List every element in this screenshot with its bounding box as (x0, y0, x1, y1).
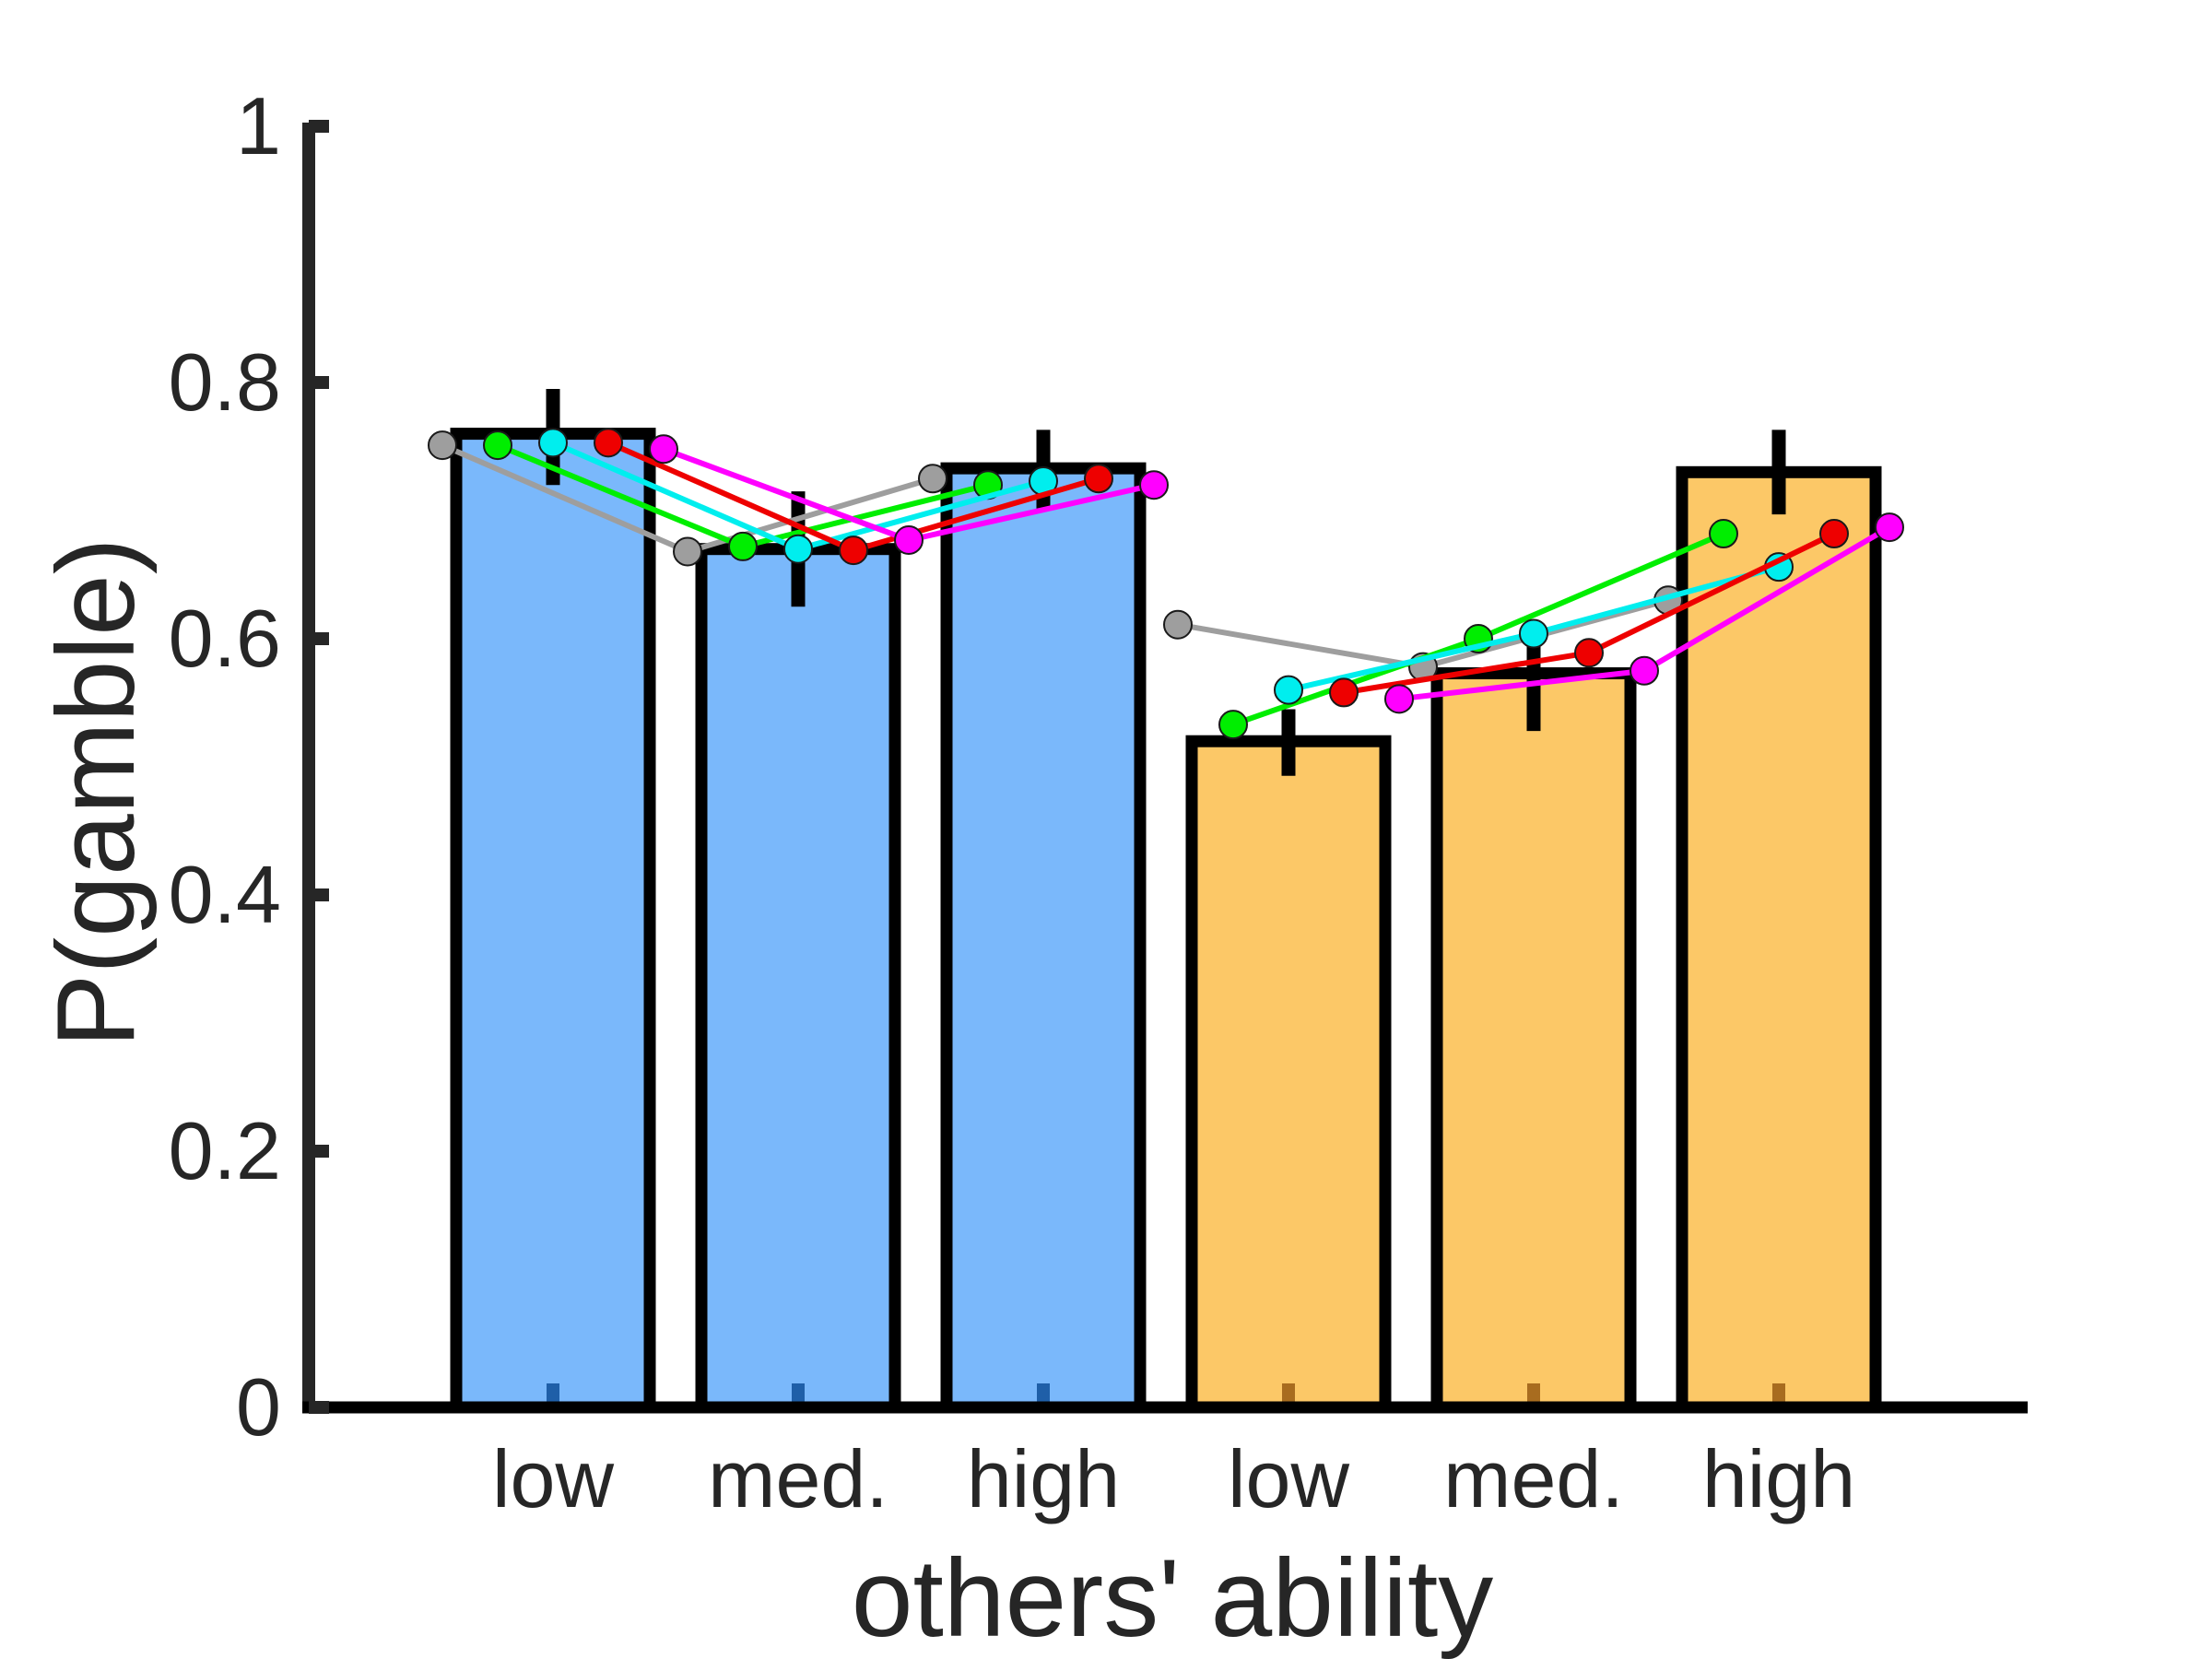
bar-base-marker (1527, 1383, 1540, 1402)
x-tick-label: high (1702, 1433, 1855, 1524)
y-tick-label: 0.4 (169, 849, 281, 940)
bar-base-marker (792, 1383, 805, 1402)
bar-base-marker (1772, 1383, 1785, 1402)
series-point (894, 524, 924, 555)
series-point (728, 531, 758, 561)
series-point (1218, 710, 1248, 740)
series-point (1384, 684, 1414, 714)
series-layer (428, 428, 1904, 740)
x-tick-label: high (967, 1433, 1120, 1524)
x-tick-label: low (492, 1433, 614, 1524)
x-axis-title: others' ability (852, 1536, 1494, 1659)
series-point (1574, 638, 1604, 668)
bar (1430, 667, 1637, 1414)
series-point (649, 434, 678, 465)
series-point (1519, 618, 1548, 649)
axes-layer: 0 0.2 0.4 0.6 0.8 1 low med. high low med. high (169, 80, 2028, 1524)
series-point (1084, 464, 1113, 494)
series-point (1630, 655, 1659, 686)
y-tick-label: 1 (236, 80, 281, 171)
series-point (1329, 677, 1359, 708)
x-tick-label: med. (1443, 1433, 1624, 1524)
bar (940, 462, 1147, 1414)
bars-layer (450, 428, 1882, 1414)
series-point (1163, 609, 1193, 640)
bar-base-marker (1282, 1383, 1295, 1402)
series-point (483, 430, 512, 461)
bar (1185, 735, 1392, 1414)
series-point (673, 536, 702, 567)
series-point (918, 464, 947, 494)
series-point (1274, 675, 1303, 705)
series-point (839, 535, 868, 566)
series-point (594, 428, 623, 458)
bar (1676, 465, 1882, 1414)
x-tick-label: med. (708, 1433, 888, 1524)
y-axis-title: P(gamble) (34, 537, 158, 1048)
series-point (1139, 470, 1169, 500)
series-point (538, 428, 568, 458)
y-tick-label: 0 (236, 1361, 281, 1453)
y-tick-label: 0.2 (169, 1105, 281, 1196)
bar-base-marker (1037, 1383, 1050, 1402)
series-point (783, 534, 813, 564)
y-tick-label: 0.8 (169, 336, 281, 428)
x-tick-label: low (1228, 1433, 1349, 1524)
series-point (428, 430, 457, 461)
bar (695, 543, 901, 1414)
series-point (1709, 519, 1738, 549)
y-tick-label: 0.6 (169, 593, 281, 684)
series-point (1875, 512, 1904, 543)
bar-base-marker (547, 1383, 559, 1402)
bar (450, 428, 656, 1414)
series-point (1819, 519, 1849, 549)
